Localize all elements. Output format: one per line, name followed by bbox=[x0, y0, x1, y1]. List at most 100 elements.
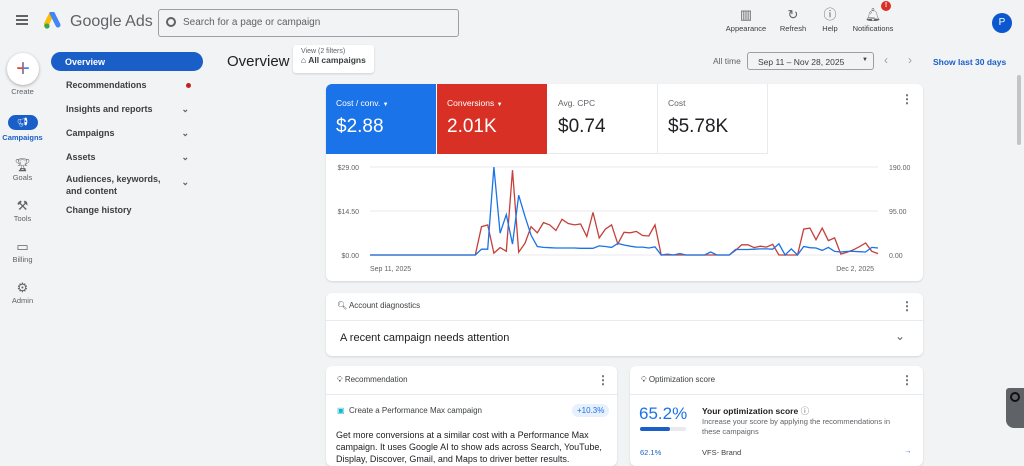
megaphone-icon: 📢︎ bbox=[7, 115, 38, 130]
nav-label: Campaigns bbox=[66, 128, 115, 138]
rail-tools-label: Tools bbox=[13, 214, 32, 223]
top-bar: Google Ads Search for a page or campaign… bbox=[0, 0, 1024, 45]
uplift-badge: +10.3% bbox=[572, 404, 610, 417]
rail-admin[interactable]: ⚙ Admin bbox=[0, 280, 45, 305]
help-icon: ⓘ bbox=[823, 7, 837, 22]
tools-icon: ⚒ bbox=[16, 198, 29, 213]
right-tick-label: 95.00 bbox=[889, 209, 907, 216]
help-label: Help bbox=[822, 24, 838, 33]
left-tick-label: $29.00 bbox=[338, 165, 360, 172]
chevron-down-icon[interactable]: ⌄ bbox=[895, 329, 906, 343]
show-last-30-days-link[interactable]: Show last 30 days bbox=[933, 57, 1007, 67]
account-diagnostics-card bbox=[326, 293, 923, 356]
nav-audiences[interactable]: Audiences, keywords, and content ⌄ bbox=[51, 173, 203, 197]
notification-badge: ! bbox=[881, 1, 891, 11]
optimization-score-value: 65.2% bbox=[639, 404, 688, 423]
campaign-name[interactable]: VFS- Brand bbox=[702, 448, 742, 457]
nav-label: Assets bbox=[66, 152, 96, 162]
rail-goals[interactable]: 🏆︎ Goals bbox=[0, 157, 45, 182]
nav-assets[interactable]: Assets ⌄ bbox=[51, 152, 203, 162]
notifications-button[interactable]: 🔔︎ Notifications bbox=[848, 6, 898, 33]
recommendation-card bbox=[326, 366, 617, 466]
trophy-icon: 🏆︎ bbox=[14, 157, 31, 172]
next-period-button[interactable]: › bbox=[908, 53, 912, 67]
optimization-desc: Increase your score by applying the reco… bbox=[702, 417, 891, 436]
diagnostics-message[interactable]: A recent campaign needs attention bbox=[340, 332, 510, 344]
brand-name: Google Ads bbox=[70, 13, 153, 30]
nav-insights[interactable]: Insights and reports ⌄ bbox=[51, 104, 203, 114]
rail-billing-label: Billing bbox=[12, 255, 33, 264]
view-label: View (2 filters) bbox=[301, 48, 346, 55]
series-line-cost-per-conv bbox=[370, 166, 879, 257]
nav-overview[interactable]: Overview bbox=[51, 52, 203, 71]
chevron-down-icon: ⌄ bbox=[181, 128, 189, 138]
nav-campaigns[interactable]: Campaigns ⌄ bbox=[51, 128, 203, 138]
optimization-score-card bbox=[630, 366, 923, 466]
divider bbox=[326, 394, 617, 395]
prev-period-button[interactable]: ‹ bbox=[884, 53, 888, 67]
diagnostics-header: 🔍︎ Account diagnostics bbox=[337, 301, 420, 310]
google-ads-logo bbox=[44, 12, 61, 29]
recommendation-title: Recommendation bbox=[344, 375, 408, 384]
nav-label: Recommendations bbox=[66, 80, 147, 90]
floating-widget[interactable] bbox=[1006, 388, 1024, 428]
page-title: Overview bbox=[227, 53, 290, 70]
metric-label: Cost bbox=[668, 98, 686, 108]
refresh-button[interactable]: ↻ Refresh bbox=[768, 6, 818, 33]
more-options-icon[interactable]: ⋮ bbox=[901, 92, 913, 106]
view-value: All campaigns bbox=[308, 55, 366, 65]
optimization-heading: Your optimization score ⓘ bbox=[702, 405, 809, 417]
search-icon bbox=[166, 17, 176, 27]
rail-goals-label: Goals bbox=[12, 173, 33, 182]
metric-tile-cost-conv[interactable]: Cost / conv. ▼ $2.88 bbox=[326, 84, 436, 154]
dropdown-arrow-icon: ▼ bbox=[496, 102, 503, 108]
rail-tools[interactable]: ⚒ Tools bbox=[0, 198, 45, 223]
more-options-icon[interactable]: ⋮ bbox=[597, 373, 609, 387]
score-bar bbox=[640, 427, 686, 431]
appearance-label: Appearance bbox=[725, 24, 767, 33]
metric-value: $2.88 bbox=[336, 116, 384, 137]
date-range-value: Sep 11 – Nov 28, 2025 bbox=[758, 57, 845, 67]
left-tick-label: $0.00 bbox=[341, 253, 359, 260]
dropdown-arrow-icon: ▼ bbox=[382, 102, 389, 108]
home-icon: ⌂ bbox=[301, 55, 309, 65]
diagnostics-icon: 🔍︎ bbox=[337, 301, 349, 310]
rail-campaigns[interactable]: 📢︎ Campaigns bbox=[0, 115, 45, 142]
more-options-icon[interactable]: ⋮ bbox=[901, 373, 913, 387]
nav-recommendations[interactable]: Recommendations bbox=[51, 80, 203, 90]
menu-icon[interactable] bbox=[16, 15, 28, 25]
help-icon[interactable]: ⓘ bbox=[800, 406, 810, 416]
view-filter-button[interactable]: View (2 filters) ⌂ All campaigns bbox=[293, 45, 374, 73]
metric-tile-avg-cpc[interactable]: Avg. CPC $0.74 bbox=[548, 84, 658, 154]
series-line-conversions bbox=[370, 170, 879, 256]
date-range-select[interactable]: Sep 11 – Nov 28, 2025 ▼ bbox=[747, 52, 874, 70]
help-button[interactable]: ⓘ Help bbox=[805, 6, 855, 33]
appearance-icon: ▥ bbox=[739, 7, 753, 22]
right-tick-label: 0.00 bbox=[889, 253, 903, 260]
arrow-right-icon[interactable]: → bbox=[904, 446, 912, 455]
notification-dot bbox=[186, 83, 191, 88]
metric-label: Conversions bbox=[447, 98, 495, 108]
score-bar-fill bbox=[640, 427, 670, 431]
rail-billing[interactable]: ▭ Billing bbox=[0, 239, 45, 264]
chevron-down-icon: ⌄ bbox=[181, 104, 189, 114]
metric-tile-cost[interactable]: Cost $5.78K bbox=[658, 84, 768, 154]
create-button[interactable]: + bbox=[7, 53, 39, 85]
nav-change-history[interactable]: Change history bbox=[66, 205, 132, 215]
diagnostics-title: Account diagnostics bbox=[348, 301, 421, 310]
rail-campaigns-label: Campaigns bbox=[2, 133, 43, 142]
optimization-heading-text: Your optimization score bbox=[702, 406, 799, 416]
scrollbar[interactable] bbox=[1017, 75, 1021, 145]
divider bbox=[630, 394, 923, 395]
metric-tile-conversions[interactable]: Conversions ▼ 2.01K bbox=[437, 84, 547, 154]
lightbulb-icon: 💡︎ bbox=[641, 375, 649, 384]
search-input[interactable]: Search for a page or campaign bbox=[158, 9, 459, 37]
x-start-label: Sep 11, 2025 bbox=[370, 266, 411, 273]
refresh-label: Refresh bbox=[779, 24, 807, 33]
avatar[interactable]: P bbox=[992, 13, 1012, 33]
recommendation-item[interactable]: ▣ Create a Performance Max campaign bbox=[337, 406, 482, 415]
rail-create-label: Create bbox=[11, 87, 34, 96]
dropdown-arrow-icon: ▼ bbox=[862, 57, 868, 63]
appearance-button[interactable]: ▥ Appearance bbox=[721, 6, 771, 33]
more-options-icon[interactable]: ⋮ bbox=[901, 299, 913, 313]
